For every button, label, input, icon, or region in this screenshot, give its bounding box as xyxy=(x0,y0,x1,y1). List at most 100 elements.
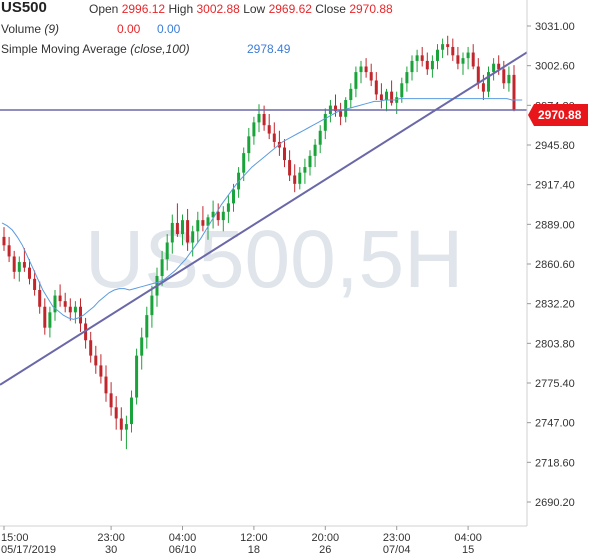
candle-body xyxy=(109,393,113,408)
candle-body xyxy=(12,256,16,272)
candle-body xyxy=(73,306,77,313)
x-tick-time-label: 04:00 xyxy=(169,532,197,544)
x-tick-time-label: 23:00 xyxy=(97,532,125,544)
candle-body xyxy=(395,97,399,103)
y-tick-label: 2803.80 xyxy=(535,338,575,350)
candle-body xyxy=(476,66,480,84)
candle-body xyxy=(313,144,317,156)
candle-body xyxy=(364,66,368,73)
y-tick-label: 2889.00 xyxy=(535,219,575,231)
x-tick-date-label: 06/10 xyxy=(169,544,197,556)
candle-body xyxy=(441,44,445,50)
candle-body xyxy=(7,245,11,257)
x-tick-time-label: 04:00 xyxy=(454,532,482,544)
candle-body xyxy=(252,122,256,137)
candle-body xyxy=(99,365,103,377)
candle-body xyxy=(334,105,337,112)
x-tick-date-label: 26 xyxy=(319,544,331,556)
candle-body xyxy=(186,220,190,243)
y-tick-label: 2945.80 xyxy=(535,140,575,152)
candle-body xyxy=(140,337,144,356)
candle-body xyxy=(267,125,271,134)
candle-body xyxy=(206,217,210,226)
candle-body xyxy=(288,160,292,176)
low-label: Low xyxy=(243,2,266,16)
low-value: 2969.62 xyxy=(268,2,312,16)
candle-body xyxy=(181,220,184,235)
candlestick-series xyxy=(2,35,516,450)
candle-body xyxy=(359,66,363,73)
candle-body xyxy=(481,83,485,92)
candle-body xyxy=(374,80,378,95)
candle-body xyxy=(272,133,276,142)
candle-body xyxy=(68,306,72,313)
candle-body xyxy=(390,91,394,103)
candle-body xyxy=(221,211,225,221)
volume-value-2: 0.00 xyxy=(157,22,181,36)
candle-body xyxy=(43,306,47,328)
candle-body xyxy=(410,60,414,73)
y-tick-label: 2832.20 xyxy=(535,299,575,311)
y-tick-label: 2718.60 xyxy=(535,457,575,469)
close-label: Close xyxy=(315,2,346,16)
candle-body xyxy=(298,172,302,184)
y-tick-label: 3031.00 xyxy=(535,21,575,33)
candle-body xyxy=(354,72,358,89)
candle-body xyxy=(79,306,82,324)
sma-label: Simple Moving Average xyxy=(1,42,127,56)
candle-body xyxy=(512,74,516,110)
candle-body xyxy=(303,167,307,173)
candle-body xyxy=(430,60,434,70)
candle-body xyxy=(150,295,154,316)
candle-body xyxy=(405,72,409,84)
candle-body xyxy=(53,295,57,313)
candle-body xyxy=(33,278,37,290)
high-label: High xyxy=(168,2,194,16)
candle-body xyxy=(226,203,230,212)
symbol-label: US500 xyxy=(1,0,47,16)
candle-body xyxy=(425,60,429,70)
x-tick-date-label: 05/17/2019 xyxy=(1,544,56,556)
trendline[interactable] xyxy=(0,51,528,386)
candle-body xyxy=(323,113,327,131)
x-tick-date-label: 15 xyxy=(462,544,474,556)
candle-body xyxy=(232,189,235,204)
last-price-tag: 2970.88 xyxy=(528,104,588,126)
open-value: 2996.12 xyxy=(121,2,166,16)
candle-body xyxy=(385,91,388,101)
candle-body xyxy=(344,100,348,117)
candle-body xyxy=(165,242,169,260)
candle-body xyxy=(466,52,470,59)
candle-body xyxy=(436,49,439,61)
candle-body xyxy=(308,155,312,168)
volume-param: (9) xyxy=(44,22,60,36)
candle-body xyxy=(130,397,133,425)
candle-body xyxy=(2,236,6,246)
volume-value-1: 0.00 xyxy=(117,22,141,36)
candle-body xyxy=(94,355,98,366)
candle-body xyxy=(283,147,286,161)
close-value: 2970.88 xyxy=(349,2,393,16)
candle-body xyxy=(175,222,179,235)
volume-label: Volume xyxy=(1,22,42,36)
candle-body xyxy=(104,376,108,394)
candle-body xyxy=(145,315,149,338)
candle-body xyxy=(216,211,220,221)
candle-body xyxy=(114,407,118,419)
x-tick-time-label: 12:00 xyxy=(240,532,268,544)
candle-body xyxy=(339,111,343,117)
y-tick-label: 2747.00 xyxy=(535,418,575,430)
candle-body xyxy=(400,83,404,98)
candle-body xyxy=(379,94,383,101)
candle-body xyxy=(492,63,496,73)
candle-body xyxy=(211,211,215,218)
candle-body xyxy=(349,88,353,101)
candle-body xyxy=(451,46,455,56)
candle-body xyxy=(420,55,424,61)
candle-body xyxy=(22,262,26,268)
watermark-text: US500,5H xyxy=(85,214,463,305)
candle-body xyxy=(63,301,67,307)
candle-body xyxy=(262,113,266,126)
candle-body xyxy=(507,74,511,84)
